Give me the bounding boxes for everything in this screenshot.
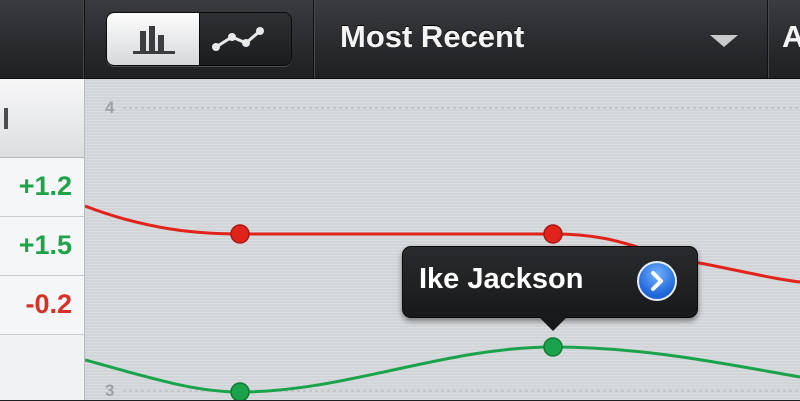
y-tick-label: 3 — [105, 381, 115, 400]
chevron-right-icon — [651, 271, 663, 291]
line-chart: 4 3 — [85, 79, 800, 400]
list-item[interactable]: +1.5 — [0, 217, 84, 276]
green-series-point — [543, 337, 563, 357]
view-toggle — [106, 12, 292, 66]
tooltip-arrow — [537, 315, 569, 331]
tooltip-detail-button[interactable] — [637, 261, 677, 301]
change-value: +1.5 — [18, 230, 72, 260]
left-column-header[interactable]: ll — [0, 79, 84, 158]
bar-view-button[interactable] — [107, 13, 199, 65]
left-value-column: ll +1.2 +1.5 -0.2 — [0, 79, 85, 400]
toolbar: Most Recent A — [0, 0, 800, 79]
line-chart-icon — [212, 27, 264, 51]
caret-down-icon — [710, 35, 738, 47]
y-tick-label: 4 — [105, 98, 115, 117]
bar-chart-icon — [133, 26, 175, 54]
toolbar-separator — [313, 0, 314, 78]
green-series-point — [230, 382, 250, 400]
red-series-point — [543, 224, 563, 244]
left-column-header-text: ll — [0, 104, 11, 136]
tooltip-person-name: Ike Jackson — [419, 263, 584, 295]
toolbar-left-pane — [0, 0, 85, 78]
sort-dropdown[interactable]: Most Recent — [314, 0, 766, 78]
red-series-line — [85, 204, 800, 284]
change-value: -0.2 — [25, 289, 72, 319]
toolbar-right-button-label[interactable]: A — [782, 19, 800, 54]
toolbar-separator — [767, 0, 768, 78]
chart-canvas — [85, 107, 800, 400]
change-value: +1.2 — [18, 171, 72, 201]
list-item[interactable]: -0.2 — [0, 276, 84, 335]
line-view-button[interactable] — [199, 13, 291, 65]
data-point-tooltip: Ike Jackson — [402, 246, 698, 318]
sort-dropdown-label: Most Recent — [340, 19, 525, 54]
list-item[interactable]: +1.2 — [0, 158, 84, 217]
red-series-point — [230, 224, 250, 244]
green-series-line — [85, 345, 800, 394]
